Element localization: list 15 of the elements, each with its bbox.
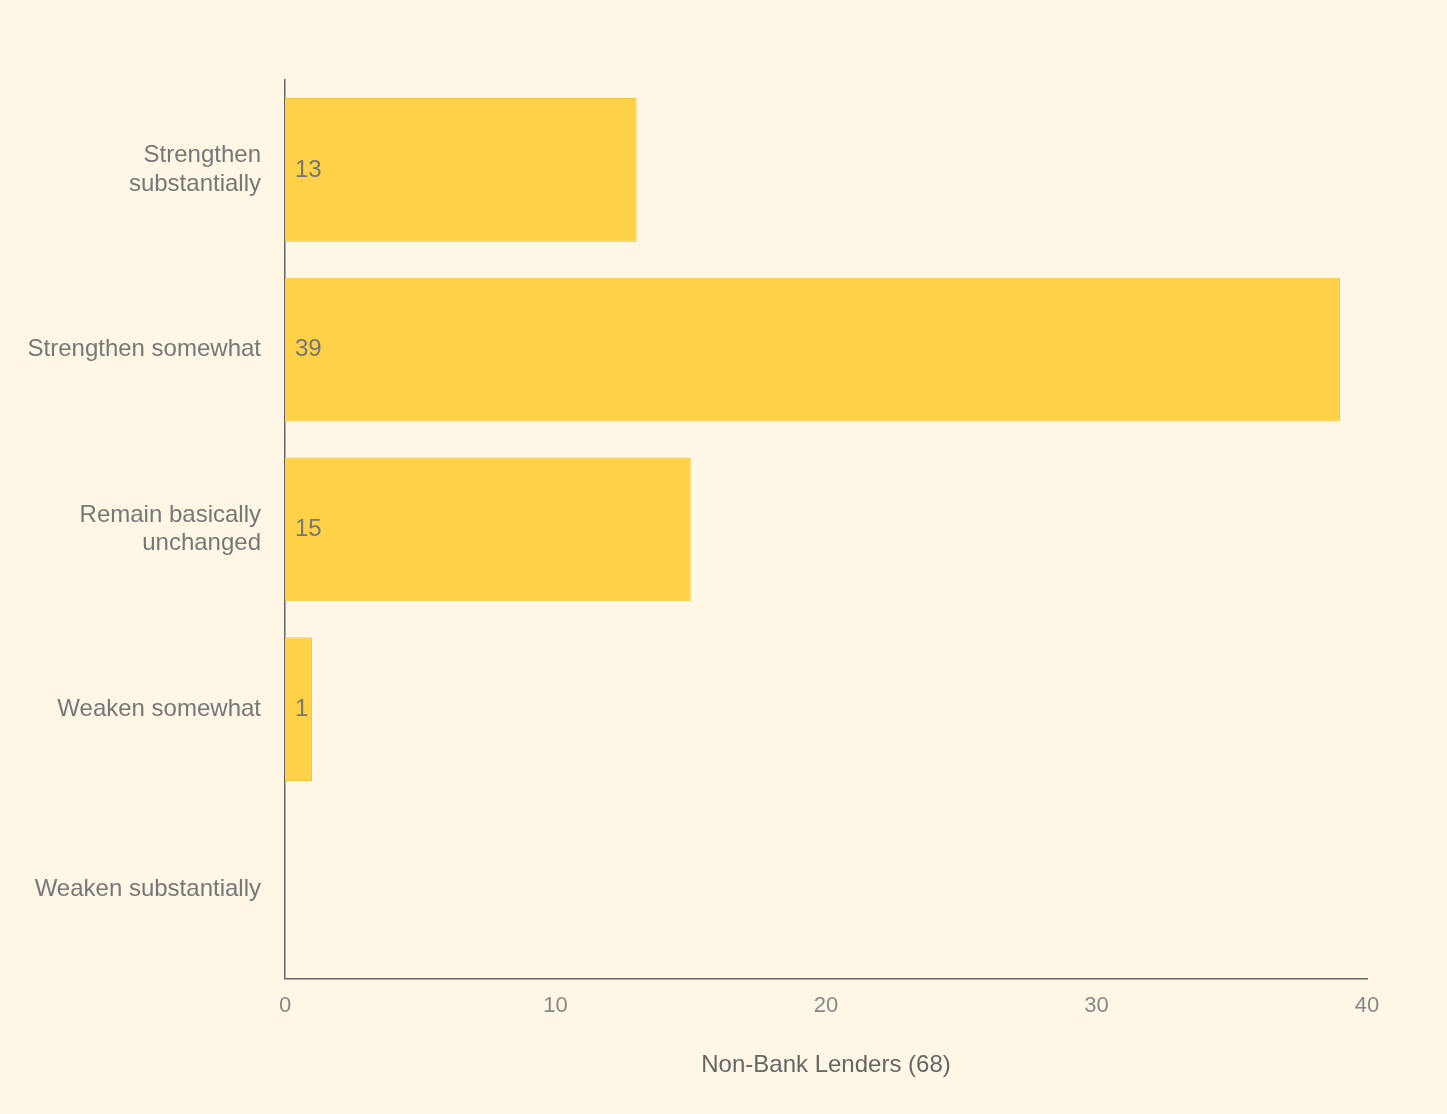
y-tick-label: Weaken somewhat — [57, 693, 262, 721]
x-tick-label: 10 — [543, 992, 568, 1018]
x-tick-label: 0 — [278, 992, 292, 1018]
x-tick-label: 40 — [1354, 992, 1380, 1018]
y-tick-label: Strengthen somewhat — [27, 334, 262, 362]
data-label: 1 — [295, 693, 309, 721]
y-tick-label: Weaken substantially — [34, 873, 261, 901]
data-label: 13 — [295, 154, 322, 182]
x-tick-label: 30 — [1084, 992, 1109, 1018]
data-label: 39 — [295, 334, 322, 362]
y-tick-label: Remain basically unchanged — [79, 499, 261, 556]
y-tick-label: Strengthen substantially — [128, 140, 261, 196]
x-axis-title: Non-Bank Lenders (68) — [701, 1050, 951, 1078]
x-tick-label: 20 — [813, 992, 839, 1018]
data-label: 15 — [295, 514, 322, 542]
